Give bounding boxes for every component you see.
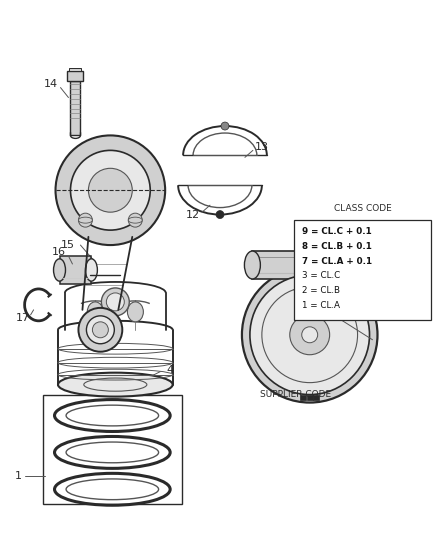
Ellipse shape: [87, 302, 103, 322]
Circle shape: [71, 150, 150, 230]
Circle shape: [78, 308, 122, 352]
Text: SUPPLIER CODE: SUPPLIER CODE: [260, 390, 331, 399]
Circle shape: [78, 213, 92, 227]
Ellipse shape: [78, 217, 92, 223]
Text: 1: 1: [15, 471, 22, 481]
Circle shape: [56, 135, 165, 245]
Bar: [294, 220, 431, 320]
Text: 15: 15: [60, 240, 74, 250]
Ellipse shape: [250, 275, 370, 394]
Circle shape: [128, 213, 142, 227]
Circle shape: [221, 122, 229, 130]
Bar: [70, 68, 81, 71]
Bar: [67, 71, 83, 80]
Text: 9 = CL.C + 0.1: 9 = CL.C + 0.1: [302, 227, 371, 236]
Bar: [60, 256, 92, 284]
Ellipse shape: [319, 251, 335, 279]
Text: 17: 17: [16, 313, 30, 323]
Ellipse shape: [244, 251, 260, 279]
Text: 14: 14: [43, 78, 58, 88]
Ellipse shape: [262, 287, 357, 383]
Ellipse shape: [58, 373, 173, 397]
Text: 8 = CL.B + 0.1: 8 = CL.B + 0.1: [302, 241, 371, 251]
Ellipse shape: [290, 315, 330, 355]
Text: 1 = CL.A: 1 = CL.A: [302, 301, 340, 310]
Text: 16: 16: [52, 247, 66, 257]
Text: CLASS CODE: CLASS CODE: [334, 204, 392, 213]
Circle shape: [106, 293, 124, 311]
Circle shape: [92, 322, 108, 338]
Bar: [307, 395, 313, 400]
Text: 3 = CL.C: 3 = CL.C: [302, 271, 340, 280]
Ellipse shape: [85, 259, 97, 281]
Bar: [313, 395, 319, 400]
Ellipse shape: [53, 259, 66, 281]
Bar: [42, 394, 182, 504]
Circle shape: [216, 211, 224, 219]
Circle shape: [86, 316, 114, 344]
Ellipse shape: [242, 267, 378, 402]
Text: 4: 4: [166, 365, 174, 375]
Text: 13: 13: [255, 142, 269, 152]
Text: 11: 11: [357, 260, 371, 270]
Circle shape: [101, 288, 129, 316]
Bar: [300, 395, 306, 400]
Circle shape: [88, 168, 132, 212]
Ellipse shape: [127, 302, 143, 322]
Ellipse shape: [128, 217, 142, 223]
Text: 2 = CL.B: 2 = CL.B: [302, 286, 340, 295]
Bar: [71, 80, 81, 135]
Text: 12: 12: [186, 210, 200, 220]
Bar: [252, 251, 327, 279]
Ellipse shape: [302, 327, 318, 343]
Text: 7 = CL.A + 0.1: 7 = CL.A + 0.1: [302, 256, 372, 265]
